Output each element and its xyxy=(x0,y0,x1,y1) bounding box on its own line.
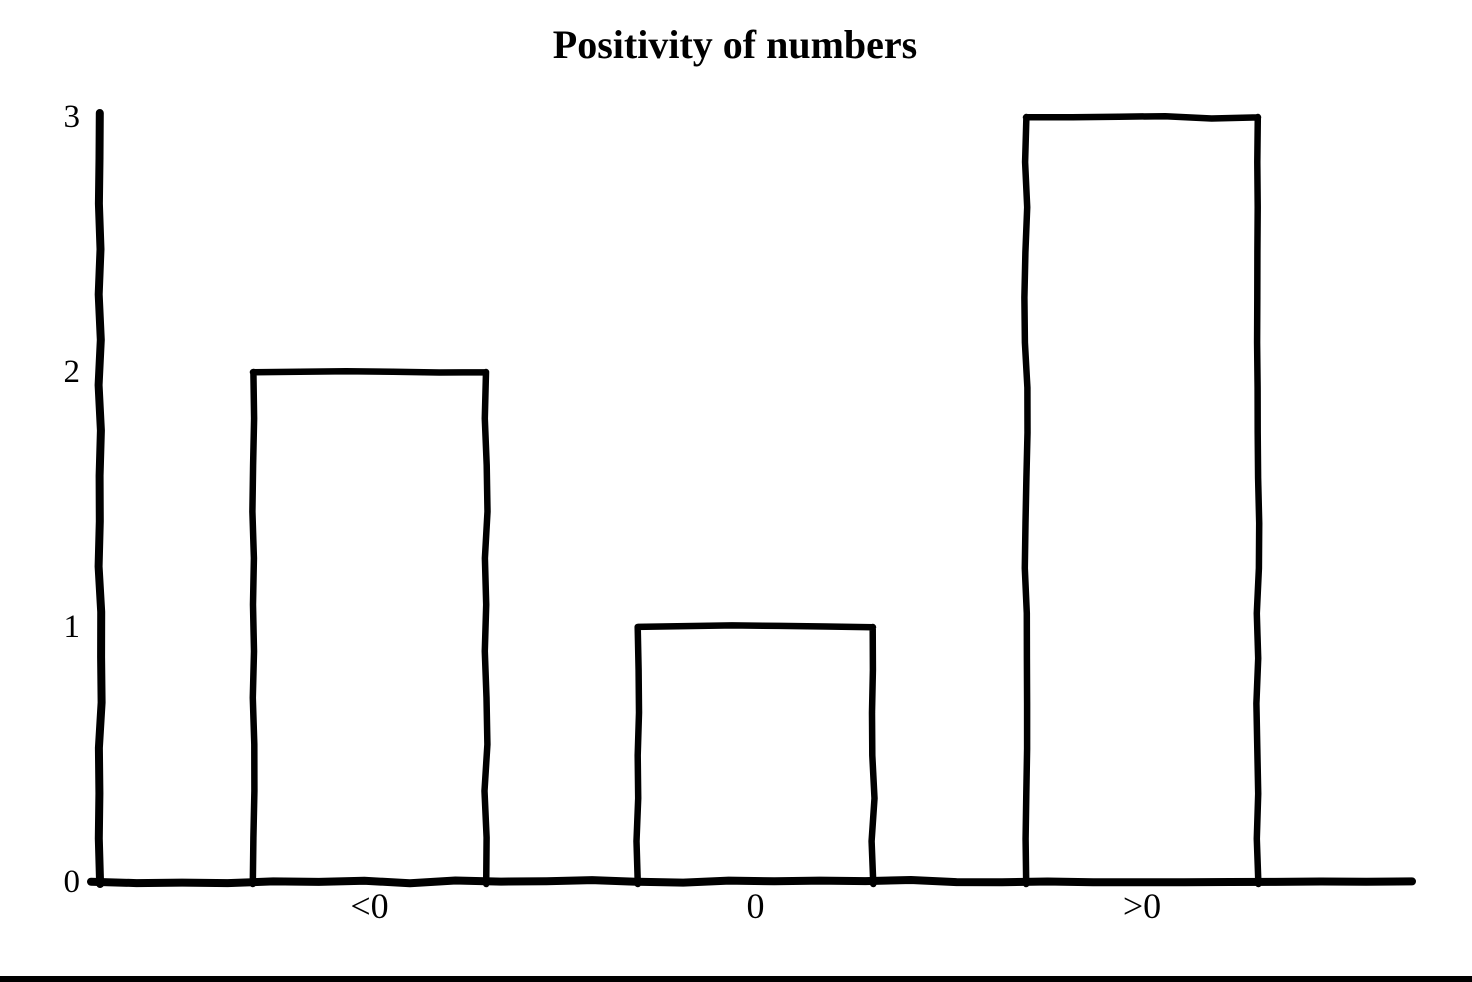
plot-area: 0 1 2 3 <0 0 >0 xyxy=(64,99,1416,926)
chart-title: Positivity of numbers xyxy=(553,22,917,67)
x-tick-label: <0 xyxy=(350,886,388,926)
y-axis-line xyxy=(94,109,106,888)
y-tick-label: 2 xyxy=(64,354,81,390)
x-axis-line xyxy=(87,876,1416,888)
bar-outline xyxy=(633,622,878,888)
x-tick-label: >0 xyxy=(1123,886,1161,926)
x-tick-label: 0 xyxy=(747,886,765,926)
y-tick-label: 1 xyxy=(64,609,81,645)
y-tick-label: 0 xyxy=(64,864,81,900)
bar-outline xyxy=(1021,112,1263,888)
y-tick-label: 3 xyxy=(64,99,81,135)
bottom-divider xyxy=(0,976,1472,982)
bar-outline xyxy=(249,367,491,888)
